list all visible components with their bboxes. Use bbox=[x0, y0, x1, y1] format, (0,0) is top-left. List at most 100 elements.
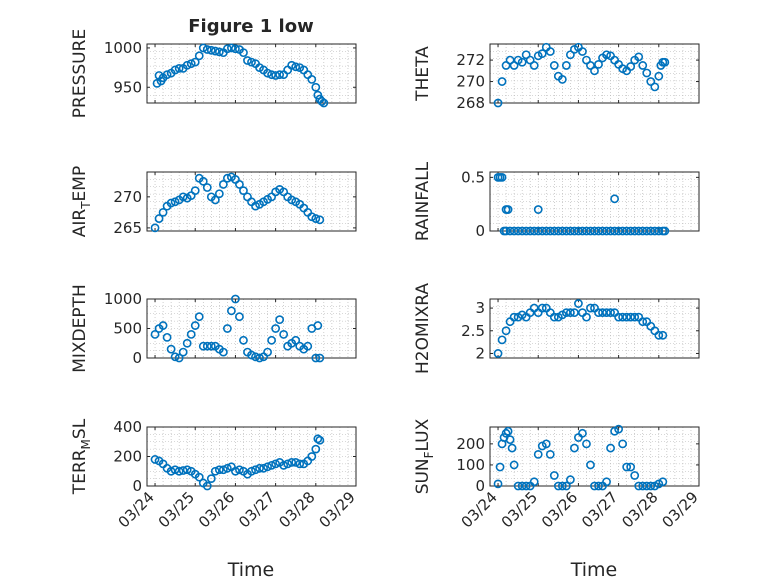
data-point bbox=[660, 226, 670, 236]
y-tick-label: 270 bbox=[113, 188, 142, 206]
data-point bbox=[501, 428, 511, 438]
y-tick-label: 265 bbox=[113, 219, 142, 237]
data-point bbox=[194, 312, 204, 322]
data-point bbox=[235, 312, 244, 322]
data-point bbox=[279, 329, 289, 339]
data-point bbox=[525, 226, 535, 236]
data-point bbox=[565, 308, 575, 318]
data-point bbox=[541, 439, 551, 449]
data-point bbox=[311, 353, 321, 363]
data-point bbox=[162, 332, 172, 342]
data-point bbox=[202, 481, 212, 491]
data-point bbox=[626, 312, 636, 322]
x-tick-label: 03/28 bbox=[618, 488, 661, 531]
data-point bbox=[561, 61, 571, 70]
data-point bbox=[174, 466, 184, 476]
y-tick-label: 100 bbox=[456, 456, 485, 474]
data-point bbox=[594, 308, 603, 318]
data-point bbox=[222, 173, 232, 183]
data-point bbox=[231, 466, 240, 476]
data-point bbox=[493, 479, 503, 489]
data-point bbox=[517, 481, 527, 491]
subplot-3: 265 270 AIRTEMP bbox=[70, 166, 357, 237]
data-point bbox=[251, 352, 260, 362]
subplot-7: 03/2403/2503/2603/2703/2803/290200400TER… bbox=[70, 418, 359, 531]
data-point bbox=[287, 60, 297, 70]
data-point bbox=[501, 226, 511, 236]
data-point bbox=[638, 481, 648, 491]
x-tick-label: 03/25 bbox=[155, 488, 198, 531]
data-point bbox=[178, 347, 188, 357]
data-point bbox=[561, 308, 571, 318]
data-point bbox=[150, 223, 160, 233]
data-point bbox=[210, 46, 220, 56]
data-point bbox=[202, 183, 212, 192]
axes-box bbox=[146, 43, 357, 104]
x-tick-label: 03/29 bbox=[659, 488, 702, 531]
data-point bbox=[194, 51, 204, 61]
data-point bbox=[214, 47, 224, 57]
y-axis-label: H2OMIXRA bbox=[413, 283, 433, 374]
data-point bbox=[638, 226, 648, 236]
data-point bbox=[622, 312, 632, 322]
data-point bbox=[231, 44, 240, 54]
data-point bbox=[594, 59, 603, 69]
data-point bbox=[239, 335, 248, 345]
data-point bbox=[186, 329, 196, 339]
data-point bbox=[642, 226, 652, 236]
data-point bbox=[557, 226, 567, 236]
y-tick-label: 0 bbox=[132, 477, 142, 495]
data-point bbox=[594, 481, 603, 491]
data-point bbox=[537, 226, 547, 236]
data-point bbox=[586, 460, 595, 470]
data-point bbox=[259, 463, 268, 473]
data-point bbox=[570, 443, 579, 453]
data-point bbox=[626, 226, 636, 236]
data-point bbox=[255, 463, 264, 473]
data-point bbox=[590, 66, 599, 76]
data-point bbox=[227, 43, 236, 53]
data-point bbox=[549, 312, 559, 322]
data-point bbox=[222, 324, 232, 333]
data-point bbox=[549, 226, 559, 236]
data-point bbox=[634, 52, 644, 62]
data-point bbox=[545, 449, 555, 459]
x-tick-label: 03/26 bbox=[195, 488, 238, 531]
data-point bbox=[513, 481, 523, 491]
data-point bbox=[311, 444, 321, 454]
data-point bbox=[271, 459, 281, 469]
data-point bbox=[565, 475, 575, 485]
data-point bbox=[162, 70, 172, 80]
data-point bbox=[507, 443, 517, 453]
data-point bbox=[590, 481, 599, 491]
x-tick-label: 03/27 bbox=[235, 488, 278, 531]
data-point bbox=[602, 50, 611, 60]
data-point bbox=[493, 98, 503, 108]
y-tick-label: 268 bbox=[456, 94, 485, 112]
data-point bbox=[590, 226, 599, 236]
subplot-1: 950 1000 PRESSURE bbox=[70, 29, 357, 118]
data-point bbox=[218, 180, 228, 189]
data-point bbox=[239, 186, 248, 196]
subplot-4: 0 0.5 RAINFALL bbox=[413, 161, 700, 241]
data-point bbox=[493, 349, 503, 358]
data-point bbox=[610, 194, 619, 204]
data-point bbox=[210, 466, 220, 476]
y-tick-label: 270 bbox=[456, 73, 485, 91]
y-tick-label: 3 bbox=[475, 299, 485, 317]
data-point bbox=[495, 462, 505, 472]
data-point bbox=[646, 481, 656, 491]
data-point bbox=[509, 460, 519, 470]
data-point bbox=[239, 48, 248, 58]
data-point bbox=[654, 330, 664, 340]
data-point bbox=[618, 226, 628, 236]
data-point bbox=[263, 462, 272, 472]
x-axis-label-right: Time bbox=[570, 559, 618, 581]
y-tick-label: 0 bbox=[475, 222, 485, 240]
data-point bbox=[166, 466, 176, 476]
x-tick-label: 03/27 bbox=[578, 488, 621, 531]
y-tick-label: 1000 bbox=[104, 290, 142, 308]
subplot-5: 0 500 1000 MIXDEPTH bbox=[70, 284, 357, 373]
data-point bbox=[198, 176, 208, 186]
data-point bbox=[614, 226, 624, 236]
